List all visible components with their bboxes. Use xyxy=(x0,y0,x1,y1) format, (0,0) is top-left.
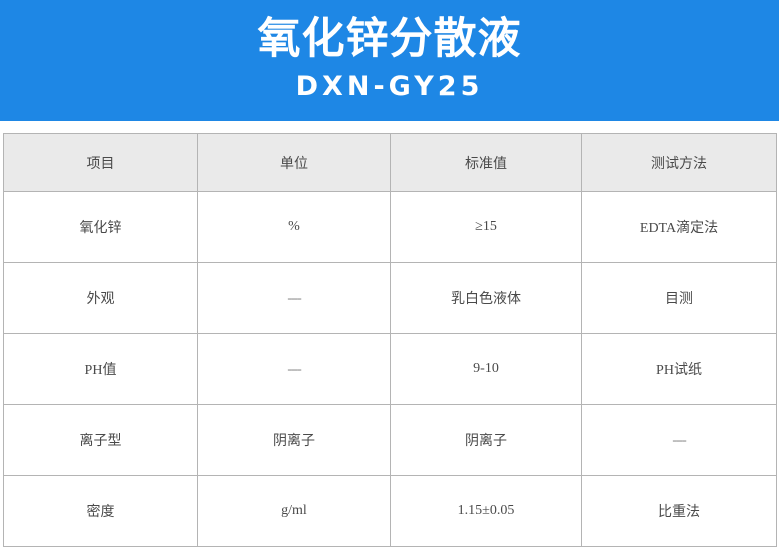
spec-table-container: 项目 单位 标准值 测试方法 氧化锌 % ≥15 EDTA滴定法 外观 ----… xyxy=(3,133,777,547)
table-row: 外观 ---- 乳白色液体 目测 xyxy=(3,262,777,334)
product-title: 氧化锌分散液 xyxy=(257,14,522,64)
table-row: PH值 ---- 9-10 PH试纸 xyxy=(3,333,777,405)
table-row: 密度 g/ml 1.15±0.05 比重法 xyxy=(3,475,777,547)
cell-standard: ≥15 xyxy=(390,191,582,263)
spec-table-body: 氧化锌 % ≥15 EDTA滴定法 外观 ---- 乳白色液体 目测 PH值 -… xyxy=(3,191,777,547)
column-header-unit: 单位 xyxy=(197,133,391,192)
column-header-item: 项目 xyxy=(3,133,198,192)
cell-item: 氧化锌 xyxy=(3,191,198,263)
empty-dash: ---- xyxy=(287,289,301,305)
cell-method: 比重法 xyxy=(581,475,777,547)
cell-standard: 乳白色液体 xyxy=(390,262,582,334)
table-row: 离子型 阴离子 阴离子 ---- xyxy=(3,404,777,476)
cell-unit: % xyxy=(197,191,391,263)
spec-table-head: 项目 单位 标准值 测试方法 xyxy=(3,133,777,192)
cell-unit: ---- xyxy=(197,333,391,405)
column-header-standard: 标准值 xyxy=(390,133,582,192)
column-header-method: 测试方法 xyxy=(581,133,777,192)
table-header-row: 项目 单位 标准值 测试方法 xyxy=(3,133,777,192)
empty-dash: ---- xyxy=(672,431,686,447)
cell-method: 目测 xyxy=(581,262,777,334)
cell-item: 密度 xyxy=(3,475,198,547)
product-banner: 氧化锌分散液 DXN-GY25 xyxy=(0,0,779,121)
cell-item: 外观 xyxy=(3,262,198,334)
cell-standard: 9-10 xyxy=(390,333,582,405)
empty-dash: ---- xyxy=(287,360,301,376)
cell-standard: 1.15±0.05 xyxy=(390,475,582,547)
product-model-code: DXN-GY25 xyxy=(295,71,484,102)
cell-unit: ---- xyxy=(197,262,391,334)
cell-unit: g/ml xyxy=(197,475,391,547)
cell-unit: 阴离子 xyxy=(197,404,391,476)
table-row: 氧化锌 % ≥15 EDTA滴定法 xyxy=(3,191,777,263)
cell-item: 离子型 xyxy=(3,404,198,476)
cell-method: PH试纸 xyxy=(581,333,777,405)
cell-standard: 阴离子 xyxy=(390,404,582,476)
cell-method: ---- xyxy=(581,404,777,476)
spec-table: 项目 单位 标准值 测试方法 氧化锌 % ≥15 EDTA滴定法 外观 ----… xyxy=(3,133,777,547)
cell-item: PH值 xyxy=(3,333,198,405)
cell-method: EDTA滴定法 xyxy=(581,191,777,263)
